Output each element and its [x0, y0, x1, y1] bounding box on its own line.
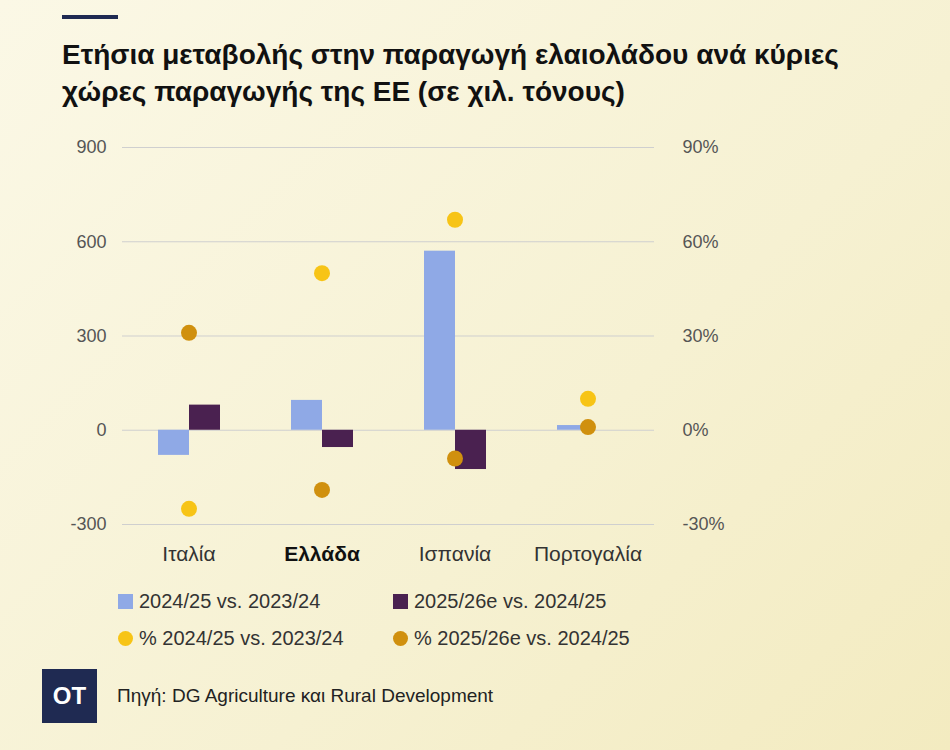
- svg-text:30%: 30%: [683, 326, 719, 346]
- html-text:Ετήσια μεταβολής στην παραγωγή: Ετήσια μεταβολής στην παραγωγή ελαιολάδο…: [62, 39, 839, 107]
- svg-text:300: 300: [76, 326, 106, 346]
- html-text:% 2025/26e vs. 2024/25: % 2025/26e vs. 2024/25: [414, 627, 630, 649]
- svg-text:Ισπανία: Ισπανία: [419, 542, 491, 565]
- svg-text:900: 900: [76, 137, 106, 157]
- html-text:2025/26e vs. 2024/25: 2025/26e vs. 2024/25: [414, 590, 607, 612]
- svg-text:0%: 0%: [683, 420, 709, 440]
- svg-text:Ιταλία: Ιταλία: [162, 542, 215, 565]
- svg-text:60%: 60%: [683, 232, 719, 252]
- html-text:OT: OT: [52, 682, 87, 709]
- html-text:Πηγή: DG Agriculture και Rural: Πηγή: DG Agriculture και Rural Developme…: [117, 685, 494, 706]
- svg-text:0: 0: [96, 420, 106, 440]
- svg-text:-300: -300: [70, 514, 106, 534]
- svg-text:Ελλάδα: Ελλάδα: [284, 542, 360, 565]
- svg-text:Πορτογαλία: Πορτογαλία: [534, 542, 642, 565]
- svg-text:-30%: -30%: [683, 514, 725, 534]
- html-text:% 2024/25 vs. 2023/24: % 2024/25 vs. 2023/24: [139, 627, 344, 649]
- svg-text:90%: 90%: [683, 137, 719, 157]
- svg-text:600: 600: [76, 232, 106, 252]
- html-text:2024/25 vs. 2023/24: 2024/25 vs. 2023/24: [139, 590, 321, 612]
